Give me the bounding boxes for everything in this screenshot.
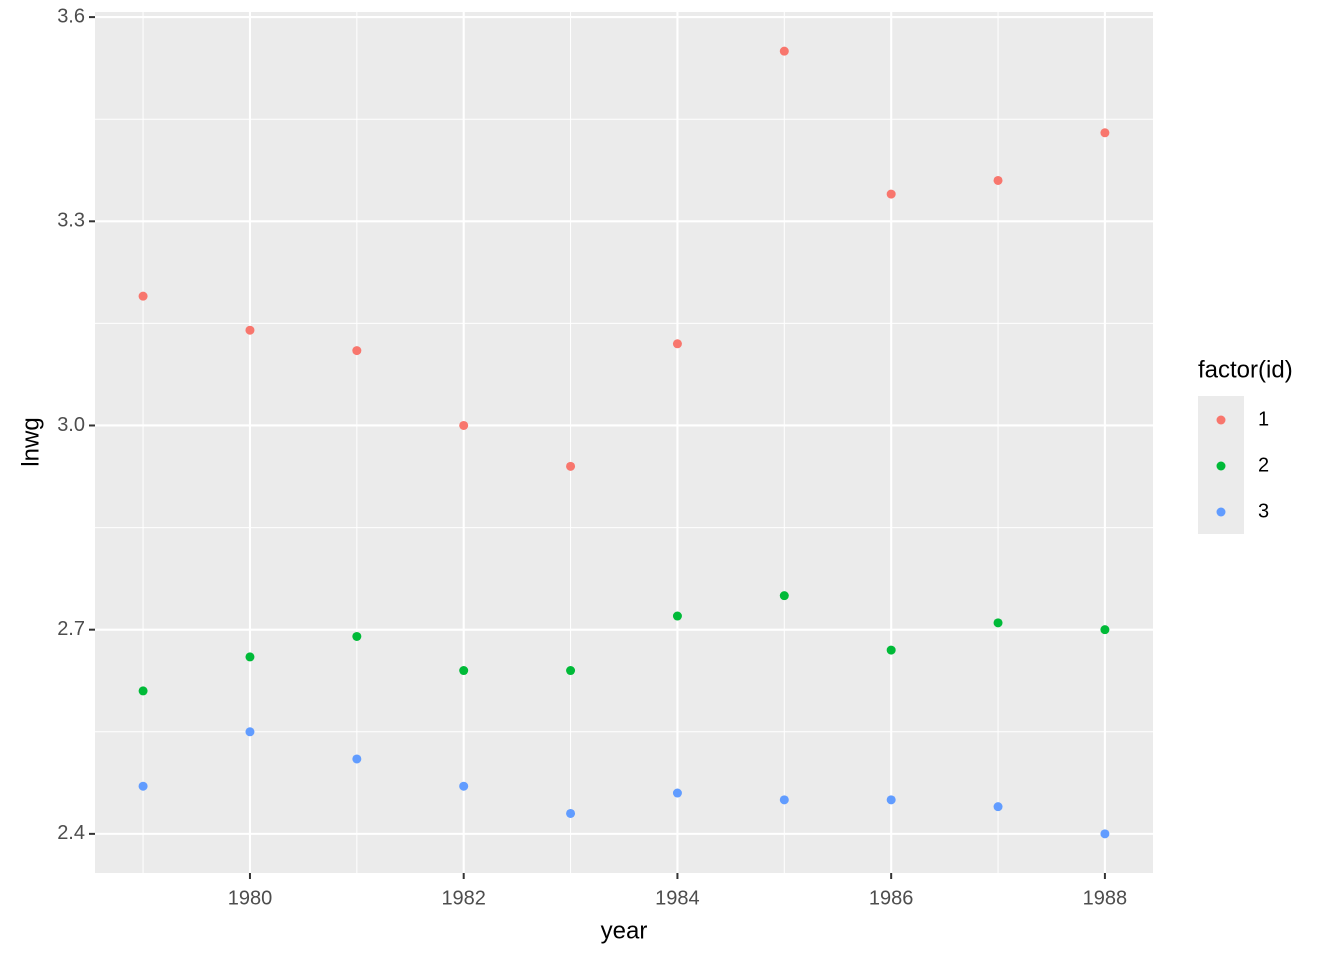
grid xyxy=(95,12,1153,873)
legend-label: 3 xyxy=(1258,500,1269,522)
point xyxy=(672,339,682,349)
point xyxy=(779,591,789,601)
y-tick-label: 3.3 xyxy=(57,210,85,232)
point xyxy=(138,291,148,301)
point xyxy=(566,666,576,676)
point xyxy=(138,686,148,696)
point xyxy=(138,781,148,791)
point xyxy=(886,795,896,805)
y-tick-label: 2.7 xyxy=(57,618,85,640)
legend-label: 1 xyxy=(1258,408,1269,430)
x-tick-label: 1982 xyxy=(441,887,486,909)
point xyxy=(779,46,789,56)
point xyxy=(352,346,362,356)
x-axis-title: year xyxy=(601,917,648,944)
x-tick-label: 1984 xyxy=(655,887,700,909)
y-axis-title: lnwg xyxy=(17,417,44,466)
point xyxy=(993,618,1003,628)
legend-label: 2 xyxy=(1258,454,1269,476)
x-tick-label: 1980 xyxy=(228,887,273,909)
legend-title: factor(id) xyxy=(1198,356,1293,383)
point xyxy=(459,666,469,676)
point xyxy=(672,611,682,621)
point xyxy=(245,325,255,335)
point xyxy=(779,795,789,805)
point xyxy=(459,420,469,430)
point xyxy=(566,461,576,471)
point xyxy=(352,631,362,641)
legend-key xyxy=(1216,461,1226,471)
point xyxy=(245,652,255,662)
legend-key xyxy=(1216,507,1226,517)
point xyxy=(993,175,1003,185)
y-tick-label: 3.6 xyxy=(57,5,85,27)
points xyxy=(138,46,1110,839)
x-tick-label: 1988 xyxy=(1083,887,1128,909)
point xyxy=(245,727,255,737)
y-tick-label: 3.0 xyxy=(57,414,85,436)
point xyxy=(1100,625,1110,635)
point xyxy=(352,754,362,764)
point xyxy=(1100,829,1110,839)
point xyxy=(459,781,469,791)
legend-key xyxy=(1216,415,1226,425)
point xyxy=(566,808,576,818)
point xyxy=(886,189,896,199)
point xyxy=(672,788,682,798)
panel xyxy=(95,12,1153,873)
point xyxy=(993,802,1003,812)
point xyxy=(1100,128,1110,138)
x-tick-label: 1986 xyxy=(869,887,914,909)
y-tick-label: 2.4 xyxy=(57,822,85,844)
point xyxy=(886,645,896,655)
